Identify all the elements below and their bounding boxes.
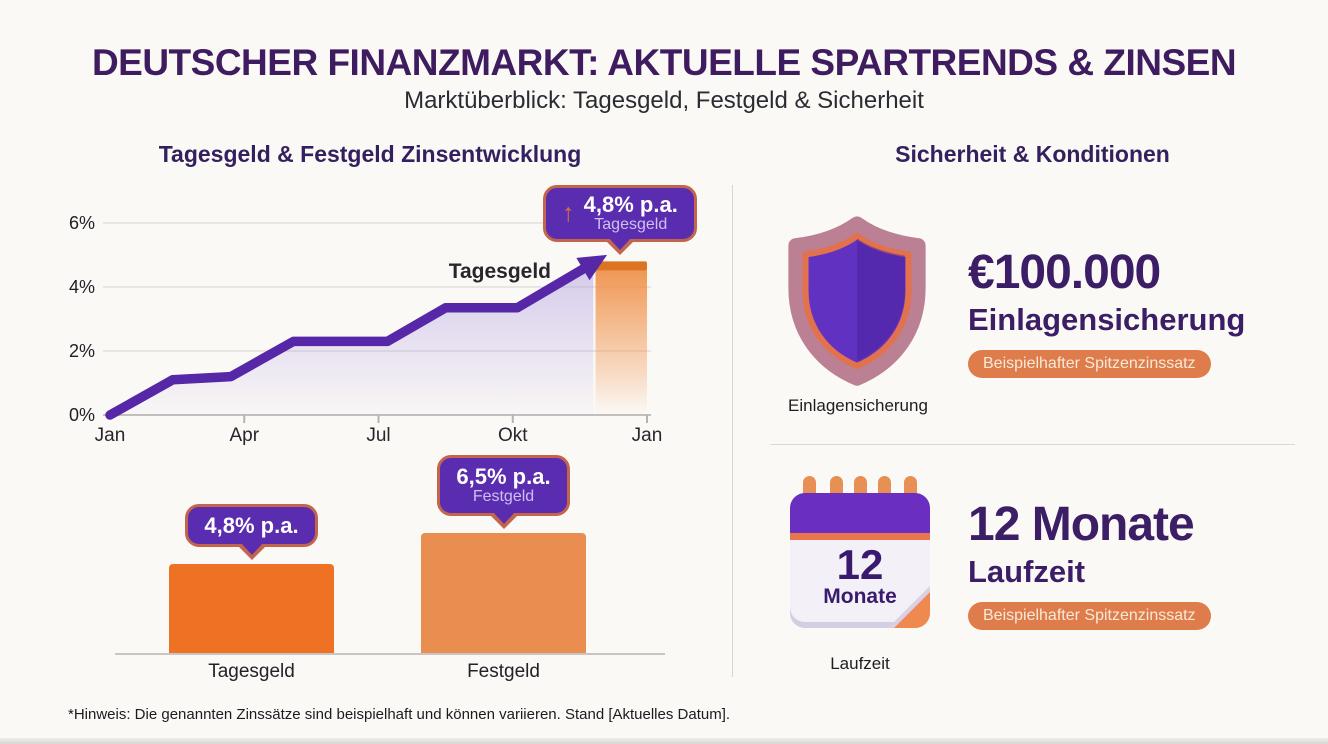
bar-callout-value: 6,5% p.a.	[456, 464, 551, 490]
svg-text:Jan: Jan	[95, 425, 126, 446]
bar-callout-festgeld: 6,5% p.a. Festgeld	[437, 455, 570, 516]
calendar-caption: Laufzeit	[830, 654, 890, 673]
svg-text:Okt: Okt	[498, 425, 528, 446]
svg-text:Jul: Jul	[366, 425, 390, 446]
page-title: DEUTSCHER FINANZMARKT: AKTUELLE SPARTREN…	[91, 42, 1237, 83]
calendar-fold	[894, 592, 930, 628]
term-label: Laufzeit	[968, 554, 1086, 590]
bar-group-festgeld: 6,5% p.a. Festgeld	[421, 455, 586, 653]
disclaimer-note: *Hinweis: Die genannten Zinssätze sind b…	[68, 706, 731, 723]
svg-text:6%: 6%	[69, 213, 95, 233]
calendar-card: 12 Monate	[790, 493, 930, 628]
line-chart-svg: 0% 2% 4% 6% Jan Apr Jul Okt Jan Tagesgeld	[69, 213, 663, 446]
bar-label-tagesgeld: Tagesgeld	[208, 661, 295, 682]
bar-callout-value: 4,8% p.a.	[204, 513, 299, 539]
svg-text:Jan: Jan	[632, 425, 663, 446]
conditions-section-title: Sicherheit & Konditionen	[895, 141, 1170, 167]
horizontal-divider	[770, 444, 1295, 445]
line-callout-value: 4,8% p.a.	[583, 192, 678, 218]
shield-caption: Einlagensicherung	[788, 396, 928, 415]
line-chart: 0% 2% 4% 6% Jan Apr Jul Okt Jan Tagesgeld ↑ 4,8% …	[55, 185, 705, 450]
calendar-header	[790, 493, 930, 533]
deposit-label: Einlagensicherung	[968, 302, 1246, 338]
shield-icon	[784, 216, 930, 386]
svg-text:Tagesgeld: Tagesgeld	[449, 260, 551, 283]
bar-callout-tagesgeld: 4,8% p.a.	[185, 504, 318, 548]
term-badge: Beispielhafter Spitzenzinssatz	[968, 601, 1211, 630]
deposit-badge: Beispielhafter Spitzenzinssatz	[968, 349, 1211, 378]
line-callout-label: Tagesgeld	[594, 216, 668, 234]
bar-chart-baseline	[115, 653, 665, 655]
bar-festgeld	[421, 532, 586, 653]
term-block: 12 Monate Laufzeit Beispielhafter Spitze…	[968, 498, 1211, 630]
deposit-amount: €100.000	[968, 246, 1161, 299]
bar-chart: 4,8% p.a. 6,5% p.a. Festgeld Tagesgeld F…	[60, 455, 710, 690]
calendar-stripe	[790, 533, 930, 540]
calendar-month-label: Monate	[823, 585, 897, 609]
bar-callout-label: Festgeld	[472, 488, 535, 506]
page-subtitle: Marktüberblick: Tagesgeld, Festgeld & Si…	[404, 87, 924, 114]
svg-text:0%: 0%	[69, 405, 95, 425]
term-duration: 12 Monate	[968, 498, 1195, 551]
bottom-edge	[0, 738, 1328, 744]
bar-label-festgeld: Festgeld	[467, 661, 540, 682]
vertical-divider	[732, 185, 733, 677]
calendar-number: 12	[836, 541, 884, 588]
svg-text:4%: 4%	[69, 277, 95, 297]
arrow-up-icon: ↑	[562, 199, 575, 227]
svg-text:Apr: Apr	[229, 425, 259, 446]
bar-group-tagesgeld: 4,8% p.a.	[169, 504, 334, 653]
line-chart-title: Tagesgeld & Festgeld Zinsentwicklung	[158, 141, 582, 167]
bar-tagesgeld	[169, 564, 334, 653]
line-peak-callout: ↑ 4,8% p.a. Tagesgeld	[543, 185, 697, 242]
svg-text:2%: 2%	[69, 341, 95, 361]
deposit-insurance-block: €100.000 Einlagensicherung Beispielhafte…	[968, 246, 1246, 378]
calendar-icon: 12 Monate	[790, 476, 930, 646]
